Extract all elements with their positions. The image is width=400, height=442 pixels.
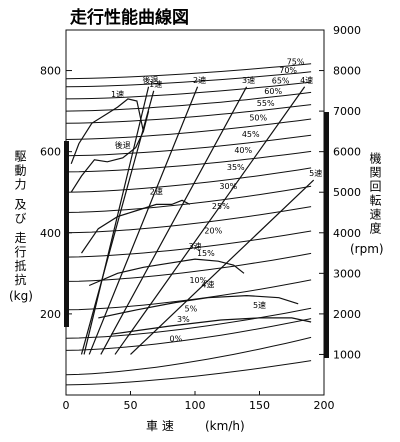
resistance-label: 35% xyxy=(227,163,245,172)
right-axis-unit: (rpm) xyxy=(350,242,384,256)
right-tick-label: 8000 xyxy=(333,65,361,78)
resistance-line-extra xyxy=(65,360,312,386)
resistance-label: 60% xyxy=(264,87,282,96)
resistance-line xyxy=(65,63,312,80)
left-tick-label: 600 xyxy=(40,146,61,159)
resistance-line xyxy=(65,230,312,258)
driving-force-curve xyxy=(70,110,150,193)
resistance-label: 0% xyxy=(170,334,183,343)
right-axis-label-group: 機関回転速度 (rpm) xyxy=(350,151,384,256)
resistance-line xyxy=(65,91,312,112)
gear-line xyxy=(130,179,315,355)
x-axis-label-group: 車 速 (km/h) xyxy=(146,419,245,433)
x-tick-label: 100 xyxy=(185,399,206,412)
left-axis-label-group: 駆動力 及び 走行抵抗 (kg) xyxy=(9,150,33,303)
running-resistance-lines: 75%70%65%60%55%50%45%40%35%30%25%20%15%1… xyxy=(65,58,312,386)
resistance-label: 55% xyxy=(257,99,275,108)
right-tick-label: 3000 xyxy=(333,267,361,280)
driving-force-label: 5速 xyxy=(253,301,266,310)
driving-force-label: 1速 xyxy=(111,90,124,99)
right-tick-label: 9000 xyxy=(333,24,361,37)
right-tick-label: 6000 xyxy=(333,146,361,159)
left-tick-label: 200 xyxy=(40,308,61,321)
left-tick-label: 400 xyxy=(40,227,61,240)
resistance-line xyxy=(65,185,312,213)
resistance-label: 70% xyxy=(279,66,297,75)
gear-line-label: 1速 xyxy=(149,80,162,89)
driving-force-label: 4速 xyxy=(201,281,214,290)
gear-line xyxy=(83,86,150,355)
driving-force-curve xyxy=(70,98,144,165)
resistance-label: 25% xyxy=(212,202,230,211)
gear-line xyxy=(88,86,199,355)
right-tick-label: 7000 xyxy=(333,105,361,118)
resistance-line xyxy=(65,150,312,173)
axis-ticks: 0 50 100 150 200 200 400 600 800 1000 2000 3000 4000… xyxy=(40,24,361,412)
right-tick-label: 5000 xyxy=(333,186,361,199)
gear-line-label: 4速 xyxy=(300,76,313,85)
driving-force-label: 2速 xyxy=(150,187,163,196)
gear-line-label: 2速 xyxy=(193,76,206,85)
driving-force-label: 3速 xyxy=(188,242,201,251)
resistance-line xyxy=(65,336,312,376)
resistance-label: 10% xyxy=(189,276,207,285)
left-axis-label: 駆動力 及び 走行抵抗 xyxy=(13,150,27,288)
right-axis-label: 機関回転速度 xyxy=(368,151,382,236)
resistance-line xyxy=(65,118,312,140)
resistance-label: 3% xyxy=(177,315,190,324)
resistance-label: 65% xyxy=(272,76,290,85)
resistance-label: 50% xyxy=(249,114,267,123)
resistance-label: 45% xyxy=(242,130,260,139)
resistance-label: 15% xyxy=(197,249,215,258)
resistance-label: 20% xyxy=(204,226,222,235)
driving-force-label: 後退 xyxy=(115,140,131,150)
driving-force-curve xyxy=(88,258,245,287)
gear-line-label: 3速 xyxy=(242,76,255,85)
resistance-line xyxy=(65,167,312,193)
resistance-label: 5% xyxy=(185,304,198,313)
right-tick-label: 1000 xyxy=(333,348,361,361)
driving-force-curve xyxy=(111,317,312,335)
x-tick-label: 0 xyxy=(63,399,70,412)
resistance-line xyxy=(65,252,312,282)
resistance-label: 30% xyxy=(219,182,237,191)
resistance-line xyxy=(65,307,312,339)
resistance-line xyxy=(65,206,312,234)
x-axis-label: 車 速 xyxy=(146,419,174,433)
x-tick-label: 50 xyxy=(124,399,138,412)
gear-line-label: 後退 xyxy=(143,75,159,85)
x-axis-unit: (km/h) xyxy=(205,419,245,433)
x-tick-label: 150 xyxy=(249,399,270,412)
chart-title: 走行性能曲線図 xyxy=(70,7,189,28)
gear-line xyxy=(114,86,306,355)
right-tick-label: 2000 xyxy=(333,308,361,321)
resistance-line xyxy=(65,104,312,124)
right-tick-label: 4000 xyxy=(333,227,361,240)
resistance-label: 40% xyxy=(234,146,252,155)
resistance-line xyxy=(65,71,312,88)
resistance-line xyxy=(65,318,312,351)
left-axis-unit: (kg) xyxy=(9,289,33,303)
resistance-line xyxy=(65,81,312,100)
left-axis-bar xyxy=(64,141,69,327)
resistance-line xyxy=(65,134,312,157)
driving-force-curve xyxy=(81,199,191,254)
gear-line-label: 5速 xyxy=(309,169,322,178)
right-axis-bar xyxy=(324,112,329,358)
gear-line xyxy=(100,86,248,355)
left-tick-label: 800 xyxy=(40,65,61,78)
resistance-label: 75% xyxy=(287,58,305,67)
x-tick-label: 200 xyxy=(314,399,335,412)
driving-force-curve xyxy=(98,294,299,319)
